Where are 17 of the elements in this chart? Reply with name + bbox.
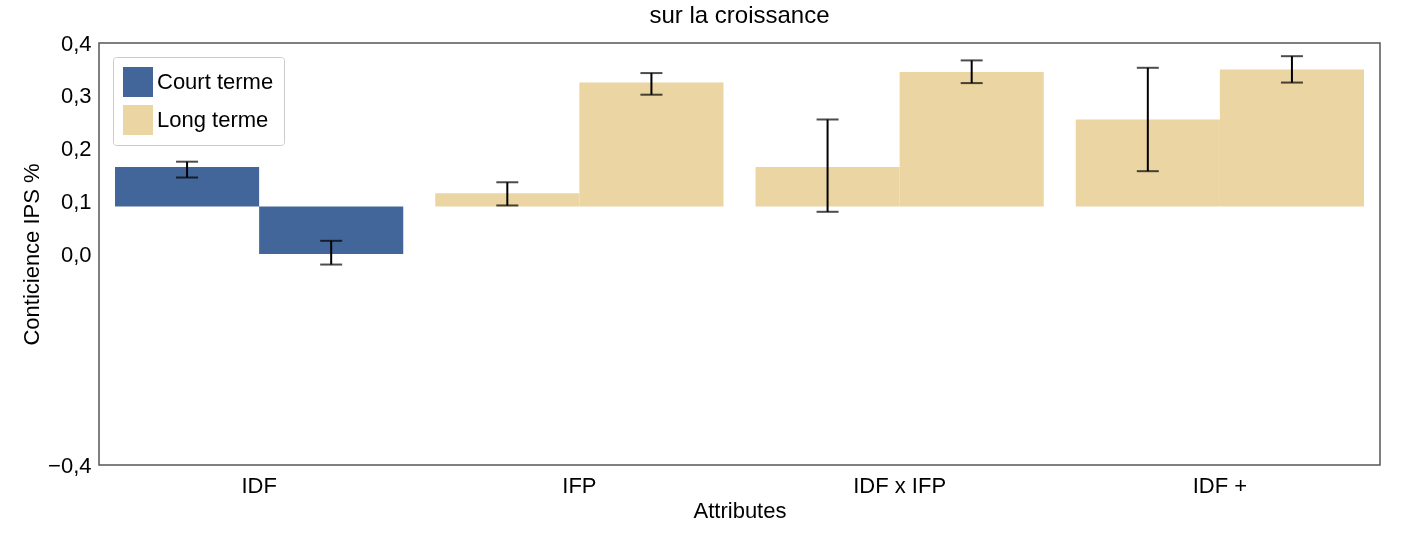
chart-title: sur la croissance <box>649 1 830 28</box>
x-tick-label: IDF + <box>1192 472 1248 498</box>
y-tick-label: −0,4 <box>48 452 92 478</box>
legend-label: Long terme <box>157 107 269 132</box>
bar <box>115 166 260 207</box>
y-tick-label: 0,3 <box>60 83 92 109</box>
bar <box>259 206 404 254</box>
y-tick-label: 0,1 <box>60 188 92 214</box>
x-tick-label: IFP <box>562 472 597 498</box>
legend-label: Court terme <box>157 69 274 94</box>
x-tick-label: IDF x IFP <box>853 472 947 498</box>
y-axis-title: Conticience IPS % <box>19 163 45 346</box>
x-tick-label: IDF <box>241 472 277 498</box>
y-tick-label: 0,0 <box>60 241 92 267</box>
x-axis-title: Attributes <box>693 497 787 523</box>
y-tick-label: 0,4 <box>60 30 92 56</box>
y-tick-label: 0,2 <box>60 136 92 161</box>
